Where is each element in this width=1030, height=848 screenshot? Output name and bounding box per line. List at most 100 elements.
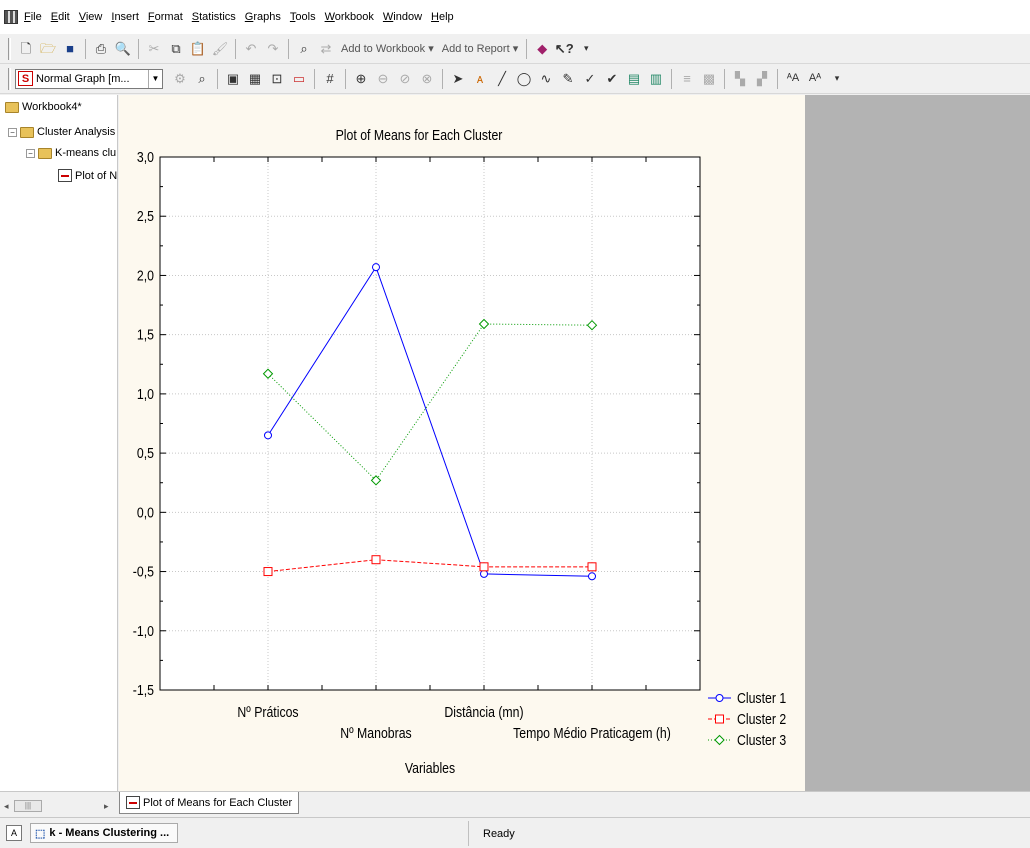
- tree-node-label: Plot of N: [75, 169, 118, 182]
- toolbar-separator: [217, 68, 218, 89]
- tree-node-plot[interactable]: Plot of N: [58, 169, 117, 182]
- menu-view[interactable]: View: [78, 11, 103, 23]
- graph-options-icon[interactable]: ⚙: [174, 71, 186, 86]
- folder-icon: [38, 147, 52, 159]
- copy-icon[interactable]: ⧉: [171, 41, 181, 56]
- graph-chart-icon[interactable]: ▭: [292, 71, 306, 86]
- zoom-graph-icon[interactable]: ⌕: [198, 71, 206, 86]
- undo-icon[interactable]: ↶: [245, 41, 257, 56]
- draw-shape-icon[interactable]: ◯: [516, 71, 532, 86]
- tab-plot-of-means[interactable]: Plot of Means for Each Cluster: [119, 792, 300, 814]
- checkmark-tool-icon[interactable]: ✔: [606, 71, 618, 86]
- chevron-down-icon[interactable]: ▼: [148, 69, 162, 88]
- graph-data-icon[interactable]: ▦: [248, 71, 262, 86]
- data-point: [264, 431, 272, 440]
- open-folder-icon[interactable]: 🗁: [39, 41, 57, 56]
- statistica-s-icon: S: [18, 71, 33, 86]
- scroll-right-icon[interactable]: ▸: [104, 800, 109, 811]
- tree-horizontal-scrollbar[interactable]: ◂ ||| ▸: [4, 798, 114, 814]
- format-painter-icon[interactable]: 🖌: [211, 41, 229, 56]
- send-back-icon[interactable]: ▞: [757, 71, 767, 86]
- grid-icon[interactable]: #: [326, 71, 334, 86]
- zoom-rect-icon[interactable]: ⊘: [399, 71, 411, 86]
- data-point: [587, 562, 597, 572]
- link-icon[interactable]: ▥: [649, 71, 663, 86]
- help-pointer-icon[interactable]: ↖?: [554, 41, 574, 56]
- menu-file[interactable]: File: [24, 11, 42, 23]
- redo-icon[interactable]: ↷: [267, 41, 279, 56]
- embed-icon[interactable]: ▤: [627, 71, 641, 86]
- menu-workbook[interactable]: Workbook: [324, 11, 374, 23]
- pattern-icon[interactable]: ▩: [702, 71, 716, 86]
- new-file-icon[interactable]: 🗋: [20, 41, 32, 56]
- find-icon[interactable]: ⌕: [300, 41, 308, 56]
- collapse-icon[interactable]: −: [26, 148, 35, 158]
- decrease-font-icon[interactable]: Aᴬ: [808, 72, 822, 84]
- add-to-workbook-button[interactable]: Add to Workbook ▾: [341, 43, 434, 55]
- data-point: [588, 572, 596, 581]
- chart-title: Plot of Means for Each Cluster: [335, 127, 503, 144]
- app-icon[interactable]: [4, 10, 18, 24]
- plot-area: [160, 157, 700, 690]
- y-tick-label: 0,0: [137, 504, 154, 520]
- replace-icon[interactable]: ⇄: [320, 41, 332, 56]
- zoom-in-icon[interactable]: ⊕: [355, 71, 367, 86]
- save-icon[interactable]: ■: [66, 41, 74, 56]
- graph-mode-icon[interactable]: A: [6, 825, 22, 841]
- y-tick-label: 0,5: [137, 445, 154, 461]
- scroll-thumb[interactable]: |||: [14, 800, 42, 812]
- draw-curve-icon[interactable]: ∿: [540, 71, 552, 86]
- graph-type-select[interactable]: S Normal Graph [m... ▼: [15, 68, 163, 89]
- bring-front-icon[interactable]: ▚: [735, 71, 745, 86]
- graph-layout-icon[interactable]: ⊡: [271, 71, 283, 86]
- toolbar-grip[interactable]: [8, 67, 11, 90]
- increase-font-icon[interactable]: ᴬA: [786, 72, 800, 84]
- paste-icon[interactable]: 📋: [189, 41, 207, 56]
- menu-help[interactable]: Help: [431, 11, 454, 23]
- toolbar-options-icon[interactable]: ▾: [583, 43, 589, 53]
- tree-node-kmeans[interactable]: − K-means clu: [26, 147, 116, 159]
- align-icon[interactable]: ≡: [683, 71, 691, 86]
- data-point: [370, 475, 382, 486]
- scroll-left-icon[interactable]: ◂: [4, 800, 9, 811]
- toolbar-grip[interactable]: [8, 37, 11, 60]
- collapse-icon[interactable]: −: [8, 127, 17, 137]
- draw-line-icon[interactable]: ╱: [498, 71, 506, 86]
- tree-node-cluster-analysis[interactable]: − Cluster Analysis: [8, 126, 115, 138]
- zoom-out-icon[interactable]: ⊖: [377, 71, 389, 86]
- menu-tools[interactable]: Tools: [289, 11, 316, 23]
- reset-zoom-icon[interactable]: ⊗: [421, 71, 433, 86]
- legend-label: Cluster 1: [737, 690, 786, 706]
- menu-window[interactable]: Window: [382, 11, 423, 23]
- menu-edit[interactable]: Edit: [50, 11, 70, 23]
- y-tick-label: 2,0: [137, 267, 154, 283]
- legend-marker: [715, 714, 724, 724]
- menu-statistics[interactable]: Statistics: [191, 11, 236, 23]
- taskbar-kmeans-button[interactable]: ⬚ k - Means Clustering ...: [30, 823, 178, 843]
- brush-point-icon[interactable]: ✓: [584, 71, 596, 86]
- add-to-report-button[interactable]: Add to Report ▾: [441, 43, 519, 55]
- toolbar-separator: [442, 68, 443, 89]
- tree-node-label: K-means clu: [55, 147, 117, 159]
- cut-icon[interactable]: ✂: [148, 41, 160, 56]
- select-arrow-icon[interactable]: ➤: [452, 71, 464, 86]
- brush-tool-icon[interactable]: ✎: [562, 71, 574, 86]
- toolbar-separator: [671, 68, 672, 89]
- data-point: [480, 569, 488, 578]
- graph-toolbar: S Normal Graph [m... ▼ ⚙ ⌕ ▣ ▦ ⊡ ▭ # ⊕ ⊖…: [0, 64, 1030, 94]
- series-line-1: [267, 266, 593, 577]
- statistica-book-icon[interactable]: ◆: [537, 41, 548, 56]
- tree-node-workbook[interactable]: Workbook4*: [5, 101, 82, 113]
- graph-document-icon: [126, 796, 140, 809]
- menu-format[interactable]: Format: [147, 11, 183, 23]
- text-tool-icon[interactable]: ᴀ: [476, 71, 484, 86]
- tree-node-label: Cluster Analysis: [37, 126, 116, 138]
- menu-insert[interactable]: Insert: [111, 11, 139, 23]
- legend-label: Cluster 3: [737, 732, 787, 748]
- print-preview-icon[interactable]: 🔍: [114, 41, 132, 56]
- print-icon[interactable]: ⎙: [95, 41, 107, 56]
- toolbar-options-icon[interactable]: ▾: [834, 73, 840, 83]
- graph-window-icon[interactable]: ▣: [226, 71, 240, 86]
- folder-icon: [20, 126, 34, 138]
- menu-graphs[interactable]: Graphs: [244, 11, 281, 23]
